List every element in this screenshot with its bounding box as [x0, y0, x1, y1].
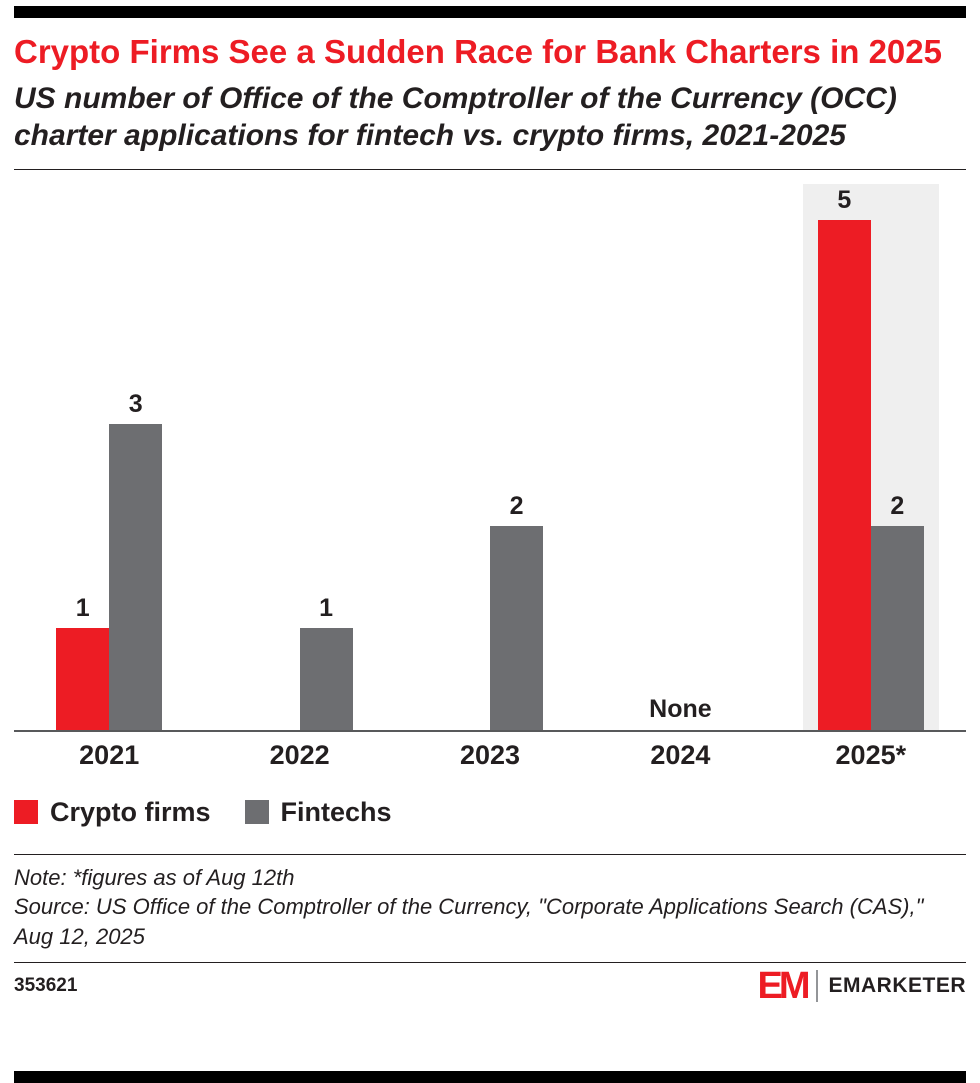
x-axis-labels: 2021 2022 2023 2024 2025*	[14, 740, 966, 771]
chart-subtitle: US number of Office of the Comptroller o…	[14, 81, 897, 153]
bar-fintechs	[490, 525, 544, 730]
notes-divider	[14, 853, 966, 855]
notes-section: Note: *figures as of Aug 12th Source: US…	[14, 853, 966, 963]
x-axis-label-2023: 2023	[459, 739, 521, 770]
legend-item-fintechs: Fintechs	[244, 796, 392, 828]
legend-label: Crypto firms	[50, 796, 211, 827]
x-axis-label-2024: 2024	[650, 739, 711, 770]
bar-value-label: 5	[837, 185, 852, 214]
x-axis-label-2021: 2021	[79, 739, 140, 770]
bar-fintechs	[109, 423, 163, 730]
bar-crypto-firms	[817, 219, 871, 730]
logo-separator	[816, 969, 819, 1002]
bar-value-label: 2	[890, 491, 905, 520]
bar-value-label: 3	[128, 389, 143, 418]
bar-value-label: 2	[509, 491, 524, 520]
top-bar	[14, 6, 966, 18]
legend-swatch-icon	[14, 800, 38, 825]
plot-area: 1 3 1 2 None 5 2	[14, 183, 966, 732]
x-axis-label-2025: 2025*	[835, 739, 907, 770]
brand-logo: EM EMARKETER	[757, 967, 966, 1005]
legend-label: Fintechs	[280, 796, 392, 827]
brand-name: EMARKETER	[828, 973, 966, 997]
header-divider	[14, 168, 966, 170]
footer: 353621 EM EMARKETER	[14, 963, 966, 1009]
bar-group-2024: None	[585, 184, 775, 730]
note-text: Note: *figures as of Aug 12th	[14, 864, 295, 890]
chart-title: Crypto Firms See a Sudden Race for Bank …	[14, 33, 942, 70]
none-label: None	[649, 694, 712, 723]
source-text: Source: US Office of the Comptroller of …	[14, 894, 924, 949]
legend: Crypto firms Fintechs	[14, 797, 966, 828]
bar-group-2022: 1	[204, 184, 394, 730]
bar-group-2023: 2	[395, 184, 585, 730]
bar-chart: 1 3 1 2 None 5 2 2021 2022 2023 2024 2025*	[14, 183, 966, 771]
chart-id: 353621	[14, 974, 78, 996]
legend-item-crypto-firms: Crypto firms	[14, 797, 211, 828]
emarketer-logo-icon: EM	[757, 964, 810, 1007]
bottom-bar	[14, 1071, 966, 1083]
footer-divider	[14, 961, 966, 963]
x-axis-label-2022: 2022	[269, 739, 330, 770]
bar-fintechs	[299, 627, 353, 730]
legend-swatch-icon	[244, 800, 269, 825]
bar-crypto-firms	[56, 627, 110, 730]
spacer	[14, 1009, 966, 1071]
bar-fintechs	[870, 525, 924, 730]
bar-value-label: 1	[75, 593, 90, 622]
bar-value-label: 1	[319, 593, 334, 622]
